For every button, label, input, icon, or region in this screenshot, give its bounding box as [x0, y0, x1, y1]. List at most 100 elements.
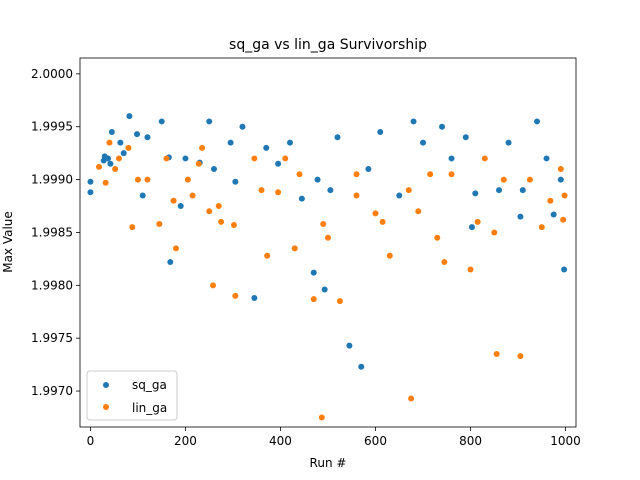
point-sq-ga-25 [286, 139, 293, 146]
point-sq-ga-34 [377, 129, 384, 136]
point-sq-ga-0 [87, 178, 94, 185]
point-lin-ga-40 [441, 259, 448, 266]
point-lin-ga-30 [336, 298, 343, 305]
point-sq-ga-46 [557, 176, 564, 183]
point-lin-ga-48 [538, 224, 545, 231]
point-lin-ga-28 [320, 221, 327, 227]
point-sq-ga-49 [505, 139, 512, 146]
point-lin-ga-57 [199, 144, 206, 151]
point-sq-ga-39 [468, 224, 475, 231]
point-lin-ga-20 [251, 155, 258, 162]
point-sq-ga-9 [126, 113, 133, 120]
point-lin-ga-3 [115, 155, 122, 162]
point-sq-ga-41 [496, 187, 503, 194]
point-sq-ga-45 [561, 266, 568, 273]
point-lin-ga-54 [448, 171, 455, 178]
x-tick-label-4: 800 [459, 434, 482, 448]
point-lin-ga-27 [318, 414, 325, 421]
point-lin-ga-49 [547, 197, 554, 204]
y-axis-ticks: 1.9970 1.9975 1.9980 1.9985 1.9990 1.9995 2.00… [31, 67, 80, 398]
point-sq-ga-53 [206, 118, 213, 125]
point-sq-ga-38 [462, 134, 469, 141]
point-lin-ga-53 [481, 155, 488, 162]
point-sq-ga-24 [275, 160, 282, 167]
point-sq-ga-52 [334, 134, 341, 141]
y-tick-label-5: 1.9995 [31, 120, 73, 134]
point-lin-ga-36 [408, 395, 415, 402]
point-lin-ga-4 [129, 224, 136, 231]
legend-label-sq-ga: sq_ga [132, 378, 167, 392]
point-lin-ga-2 [112, 166, 119, 173]
point-lin-ga-7 [156, 221, 163, 227]
point-lin-ga-55 [353, 171, 360, 178]
point-sq-ga-20 [232, 178, 239, 185]
point-sq-ga-31 [346, 342, 353, 349]
point-lin-ga-37 [415, 208, 422, 215]
point-sq-ga-29 [321, 286, 328, 293]
point-lin-ga-38 [427, 171, 434, 178]
point-sq-ga-27 [310, 269, 317, 276]
point-sq-ga-15 [177, 203, 184, 210]
series-sq-ga [87, 113, 568, 370]
point-sq-ga-1 [87, 189, 94, 196]
point-lin-ga-50 [560, 216, 567, 223]
point-sq-ga-18 [210, 166, 217, 173]
point-lin-ga-1 [102, 179, 109, 186]
point-lin-ga-22 [264, 252, 271, 259]
point-sq-ga-44 [550, 211, 557, 218]
point-sq-ga-5 [107, 160, 114, 167]
point-sq-ga-12 [144, 134, 151, 141]
x-tick-label-3: 600 [364, 434, 387, 448]
point-lin-ga-14 [206, 208, 213, 215]
point-sq-ga-19 [227, 139, 234, 146]
series-lin-ga [96, 139, 568, 421]
point-lin-ga-34 [386, 252, 393, 259]
point-lin-ga-24 [291, 245, 298, 252]
point-lin-ga-25 [296, 171, 303, 178]
point-sq-ga-37 [448, 155, 455, 162]
point-lin-ga-23 [275, 189, 282, 196]
point-sq-ga-4 [105, 155, 112, 162]
y-tick-label-6: 2.0000 [31, 67, 73, 81]
point-lin-ga-0 [96, 163, 102, 170]
point-sq-ga-23 [263, 144, 270, 151]
point-sq-ga-42 [517, 213, 524, 220]
point-lin-ga-21 [258, 187, 265, 194]
y-tick-label-3: 1.9985 [31, 225, 73, 239]
point-sq-ga-11 [139, 192, 146, 199]
plot-area [79, 57, 577, 428]
point-lin-ga-51 [561, 192, 568, 199]
point-lin-ga-43 [491, 229, 498, 236]
point-sq-ga-30 [327, 187, 334, 194]
point-lin-ga-26 [310, 296, 317, 303]
point-sq-ga-22 [251, 295, 258, 302]
x-tick-label-1: 200 [174, 434, 197, 448]
point-lin-ga-11 [184, 176, 191, 183]
point-lin-ga-13 [195, 160, 202, 167]
point-sq-ga-33 [365, 166, 372, 173]
point-lin-ga-8 [163, 155, 170, 162]
x-tick-label-5: 1000 [550, 434, 581, 448]
x-axis-label: Run # [310, 456, 347, 470]
point-sq-ga-50 [439, 123, 446, 130]
x-tick-label-2: 400 [269, 434, 292, 448]
point-sq-ga-8 [120, 150, 127, 157]
point-lin-ga-19 [232, 292, 239, 299]
point-lin-ga-42 [474, 218, 481, 225]
point-sq-ga-28 [314, 176, 321, 183]
point-lin-ga-12 [189, 192, 196, 199]
point-lin-ga-35 [405, 187, 412, 194]
point-sq-ga-21 [239, 123, 246, 130]
legend-marker-sq-ga [103, 382, 109, 388]
point-lin-ga-47 [526, 176, 533, 183]
chart-title: sq_ga vs lin_ga Survivorship [229, 37, 427, 53]
point-sq-ga-6 [108, 129, 115, 136]
point-sq-ga-10 [134, 131, 141, 138]
point-lin-ga-45 [500, 176, 507, 183]
point-lin-ga-10 [172, 245, 179, 252]
point-lin-ga-44 [493, 351, 500, 358]
point-lin-ga-52 [557, 166, 564, 173]
y-tick-label-1: 1.9975 [31, 331, 73, 345]
point-lin-ga-18 [230, 222, 237, 229]
